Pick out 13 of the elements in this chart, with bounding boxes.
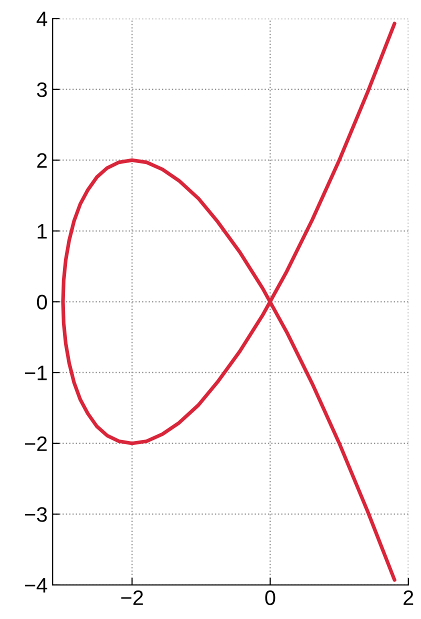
x-tick-label: 2 <box>404 590 414 605</box>
y-tick-label: 4 <box>36 12 48 26</box>
y-tick-label: −4 <box>25 578 48 593</box>
y-tick-label: 2 <box>37 153 47 168</box>
x-tick-label: 0 <box>265 590 276 606</box>
y-tick-label: 1 <box>38 224 47 239</box>
x-tick-label: −2 <box>121 590 143 605</box>
y-tick-label: −2 <box>25 436 47 451</box>
y-tick-label: −3 <box>25 507 47 522</box>
y-tick-label: 3 <box>36 82 47 98</box>
line-series <box>61 22 396 582</box>
y-tick-label: 0 <box>36 294 47 310</box>
y-tick-label: −1 <box>25 366 47 380</box>
